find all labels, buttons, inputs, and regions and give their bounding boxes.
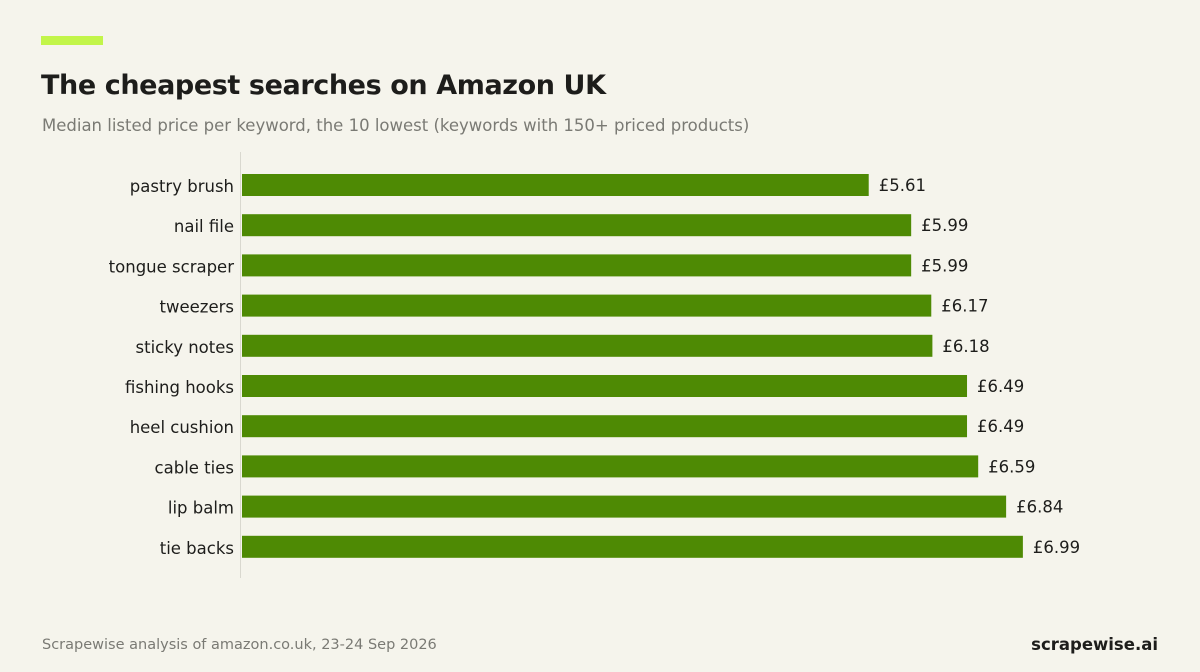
bar <box>242 294 932 317</box>
category-label: tie backs <box>160 539 234 558</box>
value-label: £6.49 <box>977 377 1024 396</box>
category-label: tongue scraper <box>109 257 235 276</box>
bar <box>242 214 912 237</box>
category-label: tweezers <box>160 298 234 317</box>
value-label: £6.49 <box>977 417 1024 436</box>
bar <box>242 174 869 196</box>
value-label: £5.99 <box>921 256 968 275</box>
bar <box>242 254 912 277</box>
chart-subtitle: Median listed price per keyword, the 10 … <box>42 116 750 135</box>
bar <box>242 415 968 438</box>
category-label: heel cushion <box>130 418 234 437</box>
bar <box>242 334 933 357</box>
bar <box>242 455 979 478</box>
value-label: £6.99 <box>1033 538 1080 557</box>
category-label: nail file <box>174 217 234 236</box>
brand-name: scrapewise.ai <box>1031 635 1158 654</box>
category-label: pastry brush <box>130 177 234 196</box>
value-label: £6.17 <box>941 297 988 316</box>
bar-chart: pastry brush £5.61 nail file £5.99 tongue sc… <box>109 152 1080 578</box>
value-label: £5.61 <box>879 176 926 195</box>
bar <box>242 535 1023 558</box>
chart-title: The cheapest searches on Amazon UK <box>41 70 606 101</box>
accent-bar <box>41 36 103 45</box>
category-label: sticky notes <box>136 338 234 357</box>
category-label: cable ties <box>155 458 234 477</box>
category-label: lip balm <box>168 499 234 518</box>
bar <box>242 495 1007 518</box>
value-label: £6.59 <box>988 457 1035 476</box>
source-note: Scrapewise analysis of amazon.co.uk, 23-… <box>42 637 437 653</box>
value-label: £6.84 <box>1016 498 1063 517</box>
value-label: £5.99 <box>921 216 968 235</box>
category-label: fishing hooks <box>125 378 234 397</box>
bar <box>242 375 968 397</box>
value-label: £6.18 <box>942 337 989 356</box>
